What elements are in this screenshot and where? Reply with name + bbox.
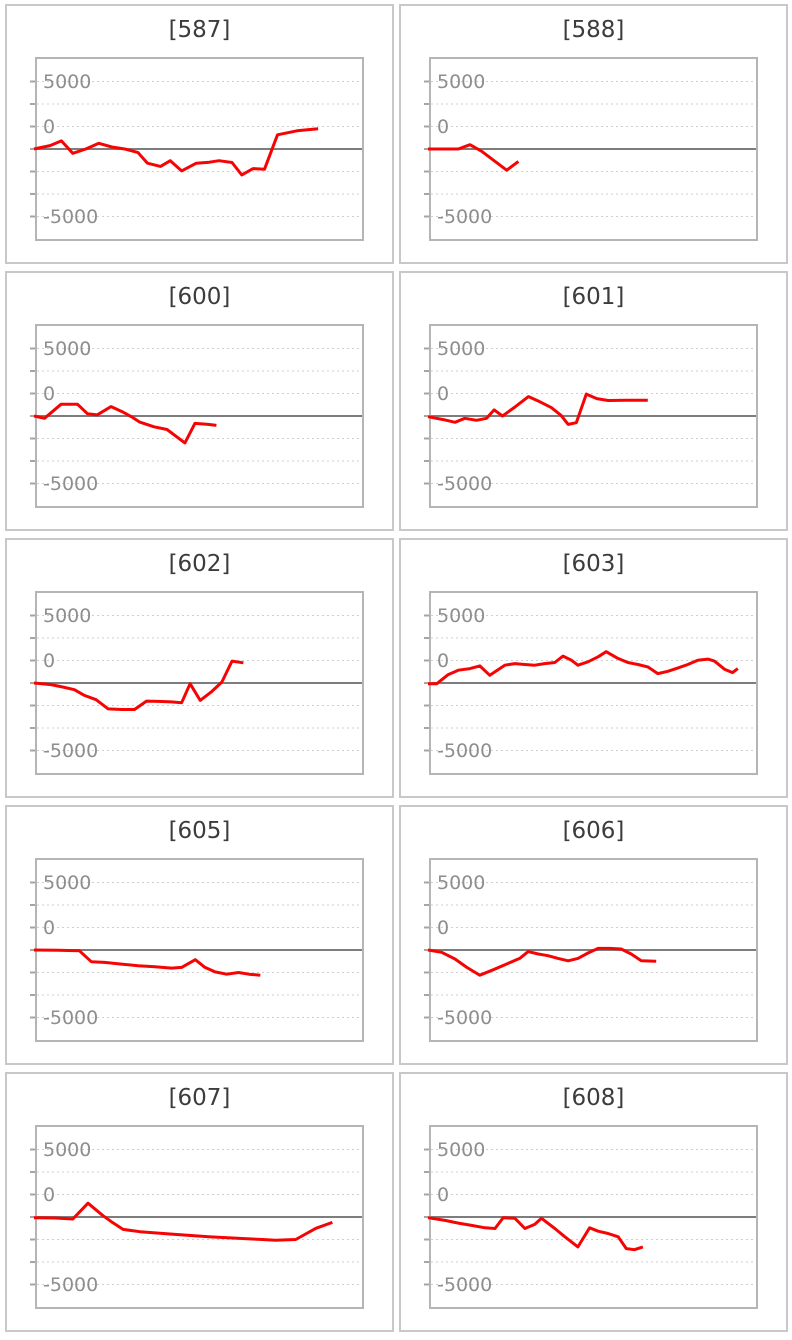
plot-area: 5000 0 -5000 [30,324,364,508]
y-axis-label-0: 0 [43,115,56,138]
plot-area: 5000 0 -5000 [30,57,364,241]
y-axis-label-neg5000: -5000 [43,1273,99,1296]
y-axis-label-0: 0 [437,1183,450,1206]
chart-canvas [424,1148,756,1286]
y-axis-label-0: 0 [43,1183,56,1206]
y-axis-label-5000: 5000 [437,871,486,894]
chart-panel: [605] 5000 0 -5000 [5,805,394,1065]
y-axis-label-neg5000: -5000 [43,1006,99,1029]
chart-canvas [424,881,756,1019]
y-axis-label-0: 0 [437,916,450,939]
series-line [33,659,244,711]
plot-area: 5000 0 -5000 [424,324,758,508]
chart-title: [606] [562,818,625,844]
chart-title: [601] [562,284,625,310]
y-axis-label-5000: 5000 [43,337,92,360]
y-axis-label-neg5000: -5000 [437,1273,493,1296]
y-axis-label-0: 0 [437,649,450,672]
chart-canvas [30,80,362,218]
y-axis-label-5000: 5000 [437,604,486,627]
chart-canvas [424,347,756,485]
chart-title: [603] [562,551,625,577]
chart-panel: [606] 5000 0 -5000 [399,805,788,1065]
chart-title: [605] [168,818,231,844]
chart-title: [588] [562,17,625,43]
y-axis-label-0: 0 [43,382,56,405]
series-line [428,143,520,172]
y-axis-label-neg5000: -5000 [437,472,493,495]
y-axis-label-0: 0 [437,382,450,405]
chart-canvas [30,614,362,752]
chart-panel: [603] 5000 0 -5000 [399,538,788,798]
y-axis-label-5000: 5000 [437,1138,486,1161]
chart-canvas [30,1148,362,1286]
series-line [33,948,261,977]
series-line [428,650,739,686]
chart-panel: [607] 5000 0 -5000 [5,1072,394,1332]
series-line [427,1216,644,1252]
chart-panel: [587] 5000 0 -5000 [5,4,394,264]
y-axis-label-5000: 5000 [43,70,92,93]
series-line [427,392,648,426]
plot-area: 5000 0 -5000 [30,591,364,775]
chart-panel: [588] 5000 0 -5000 [399,4,788,264]
plot-area: 5000 0 -5000 [30,858,364,1042]
series-line [33,1201,333,1242]
plot-area: 5000 0 -5000 [424,57,758,241]
series-line [427,946,657,977]
chart-title: [587] [168,17,231,43]
y-axis-label-5000: 5000 [43,604,92,627]
y-axis-label-neg5000: -5000 [437,205,493,228]
chart-canvas [30,881,362,1019]
plot-area: 5000 0 -5000 [30,1125,364,1309]
chart-panel: [601] 5000 0 -5000 [399,271,788,531]
y-axis-label-neg5000: -5000 [43,472,99,495]
y-axis-label-5000: 5000 [43,871,92,894]
y-axis-label-5000: 5000 [43,1138,92,1161]
y-axis-label-0: 0 [437,115,450,138]
chart-title: [602] [168,551,231,577]
y-axis-label-5000: 5000 [437,337,486,360]
chart-title: [607] [168,1085,231,1111]
y-axis-label-neg5000: -5000 [437,1006,493,1029]
chart-panel: [608] 5000 0 -5000 [399,1072,788,1332]
chart-canvas [424,614,756,752]
plot-area: 5000 0 -5000 [424,591,758,775]
y-axis-label-neg5000: -5000 [43,205,99,228]
plot-area: 5000 0 -5000 [424,858,758,1042]
y-axis-label-5000: 5000 [437,70,486,93]
chart-canvas [30,347,362,485]
y-axis-label-0: 0 [43,649,56,672]
y-axis-label-neg5000: -5000 [43,739,99,762]
chart-panel: [600] 5000 0 -5000 [5,271,394,531]
plot-area: 5000 0 -5000 [424,1125,758,1309]
chart-panel: [602] 5000 0 -5000 [5,538,394,798]
y-axis-label-0: 0 [43,916,56,939]
series-line [33,402,217,445]
chart-title: [608] [562,1085,625,1111]
chart-canvas [424,80,756,218]
series-line [33,127,319,177]
y-axis-label-neg5000: -5000 [437,739,493,762]
chart-title: [600] [168,284,231,310]
